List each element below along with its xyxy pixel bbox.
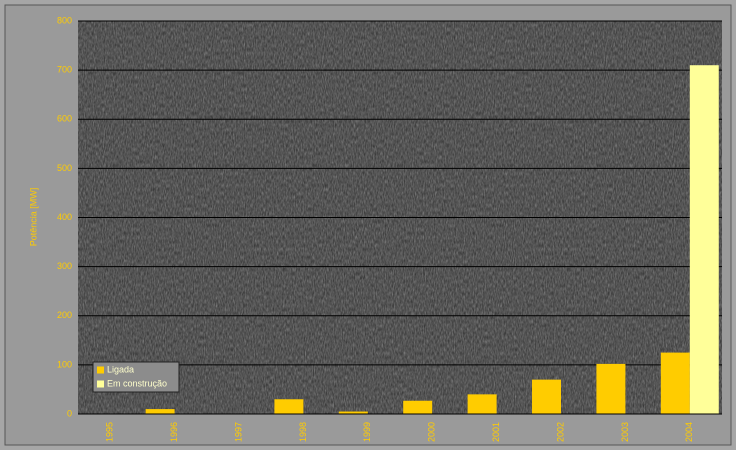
y-axis-label: Potência [MW] xyxy=(28,188,38,247)
legend-label: Ligada xyxy=(107,364,134,374)
y-tick-label: 300 xyxy=(57,261,72,271)
y-tick-label: 100 xyxy=(57,359,72,369)
x-tick-label: 2002 xyxy=(555,422,565,442)
bar xyxy=(689,65,719,415)
legend-swatch xyxy=(97,380,104,388)
bar xyxy=(338,411,368,414)
bar xyxy=(532,379,561,414)
y-tick-label: 800 xyxy=(57,15,72,25)
bar xyxy=(274,399,304,414)
y-tick-label: 500 xyxy=(57,163,72,173)
legend-swatch xyxy=(97,366,104,374)
x-tick-label: 1997 xyxy=(233,422,243,442)
y-tick-label: 700 xyxy=(57,65,72,75)
bar xyxy=(596,363,626,414)
x-tick-label: 2000 xyxy=(427,422,437,442)
x-tick-label: 2001 xyxy=(491,422,501,442)
x-tick-label: 2003 xyxy=(620,422,630,442)
bar xyxy=(467,394,497,414)
bar xyxy=(403,400,433,414)
x-tick-label: 2004 xyxy=(684,422,694,442)
bar xyxy=(145,409,175,414)
legend-box xyxy=(92,361,180,393)
y-tick-label: 400 xyxy=(57,212,72,222)
x-tick-label: 1995 xyxy=(105,422,115,442)
bar xyxy=(660,352,690,414)
x-tick-label: 1998 xyxy=(298,422,308,442)
y-tick-label: 600 xyxy=(57,114,72,124)
y-tick-label: 0 xyxy=(67,408,72,418)
x-tick-label: 1999 xyxy=(362,422,372,442)
legend-label: Em construção xyxy=(107,378,167,388)
y-tick-label: 200 xyxy=(57,310,72,320)
x-tick-label: 1996 xyxy=(169,422,179,442)
